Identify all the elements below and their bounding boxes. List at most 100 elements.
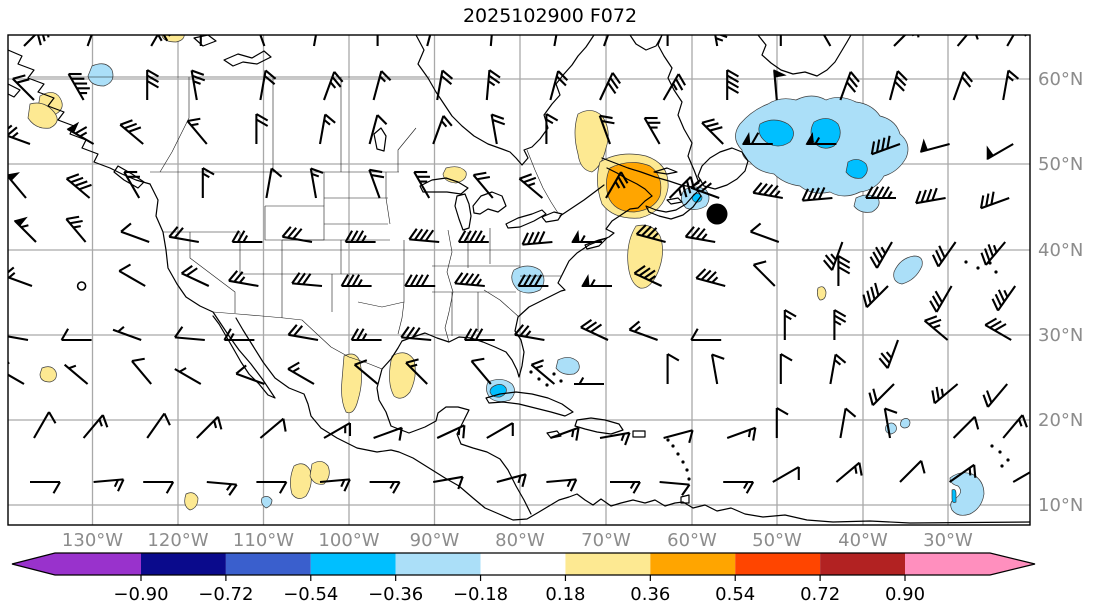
barb-staff — [432, 115, 445, 145]
border-path — [281, 239, 342, 275]
barb-staff — [883, 408, 892, 439]
barb-half — [887, 190, 893, 199]
barb-full — [441, 69, 454, 80]
island-dot — [552, 372, 556, 376]
wind-barb — [119, 119, 144, 145]
barb-pennant — [773, 69, 787, 78]
wind-barb — [404, 274, 436, 288]
wind-barb — [984, 317, 1012, 341]
barb-staff — [181, 272, 210, 287]
barb-full — [858, 462, 863, 476]
barb-full — [833, 309, 847, 318]
barb-half — [179, 367, 187, 373]
barb-full — [201, 22, 212, 29]
coastline-path — [697, 147, 749, 190]
barb-full — [875, 246, 884, 259]
barb-full — [457, 476, 464, 490]
barb-full — [846, 81, 857, 93]
wind-barb — [530, 359, 556, 385]
wind-barb — [12, 74, 35, 101]
barb-full — [709, 126, 723, 132]
barb-full — [415, 274, 424, 287]
barb-full — [120, 222, 132, 233]
coastline-path — [666, 197, 683, 205]
barb-full — [915, 190, 922, 204]
barb-full — [569, 478, 578, 492]
barb-full — [824, 254, 835, 266]
wind-barb — [598, 114, 615, 145]
barb-full — [690, 328, 699, 341]
barb-full — [514, 324, 525, 336]
barb-full — [228, 270, 239, 282]
barb-half — [743, 481, 749, 490]
barb-pennant — [8, 172, 20, 182]
island-dot — [671, 444, 675, 448]
barb-full — [982, 394, 989, 408]
map-frame — [7, 34, 1031, 526]
barb-full — [780, 353, 793, 362]
barb-full — [776, 407, 789, 416]
barb-staff — [454, 282, 485, 288]
barb-staff — [489, 35, 493, 47]
barb-half — [711, 276, 719, 284]
wind-barb — [369, 480, 401, 494]
barb-full — [837, 260, 851, 269]
barb-staff — [368, 169, 381, 199]
lat-tick-label: 50°N — [1038, 154, 1083, 175]
barb-full — [685, 180, 692, 194]
barb-staff — [871, 143, 901, 156]
wind-barb — [372, 70, 392, 101]
wind-barb — [93, 478, 125, 492]
wind-barb — [340, 274, 372, 288]
colorbar-segment — [820, 553, 905, 575]
barb-full — [465, 273, 475, 285]
barb-full — [463, 230, 472, 243]
barb-pennant — [581, 274, 590, 287]
barb-full — [118, 263, 132, 272]
barb-full — [174, 326, 184, 338]
barb-staff — [287, 368, 315, 385]
wind-barb — [779, 353, 793, 384]
longitude-tick-labels: 130°W 120°W 110°W 100°W 90°W 80°W 70°W 60°W 50°W… — [62, 530, 973, 551]
wind-barb — [666, 353, 680, 384]
coastline-path — [454, 193, 472, 231]
barb-full — [894, 80, 905, 92]
wind-barb — [131, 357, 153, 385]
wind-barb — [350, 328, 382, 342]
barb-full — [700, 182, 712, 193]
barb-staff — [952, 71, 965, 101]
colorbar-segment — [141, 553, 226, 575]
wind-barb — [323, 422, 352, 439]
barb-full — [749, 222, 762, 233]
barb-half — [98, 418, 103, 427]
anomaly-patch-p1 — [341, 353, 362, 414]
barb-staff — [265, 168, 273, 199]
barb-full — [980, 252, 987, 266]
wind-barb — [835, 461, 863, 483]
barb-half — [242, 234, 249, 243]
barb-full — [635, 224, 647, 235]
wind-barb — [752, 260, 776, 287]
barb-full — [997, 289, 1006, 303]
anomaly-patch-p1 — [39, 366, 57, 383]
barb-full — [163, 412, 171, 426]
barb-full — [575, 427, 580, 441]
lat-tick-label: 10°N — [1038, 495, 1083, 516]
wind-barb — [726, 69, 739, 100]
colorbar-tick-label: −0.72 — [198, 584, 253, 605]
barb-full — [849, 71, 860, 83]
wind-barb — [982, 383, 1009, 408]
barb-staff — [1002, 414, 1024, 439]
barb-full — [931, 295, 941, 308]
colorbar-tick-label: −0.90 — [113, 584, 168, 605]
lon-tick-label: 80°W — [495, 530, 545, 551]
barb-full — [131, 357, 145, 363]
wind-barb — [805, 132, 837, 146]
barb-half — [318, 22, 324, 27]
barb-half — [992, 244, 998, 253]
barb-full — [419, 229, 429, 241]
coastline-path — [584, 237, 608, 250]
barb-full — [319, 16, 329, 24]
barb-full — [701, 118, 715, 124]
wind-barb — [454, 272, 485, 288]
